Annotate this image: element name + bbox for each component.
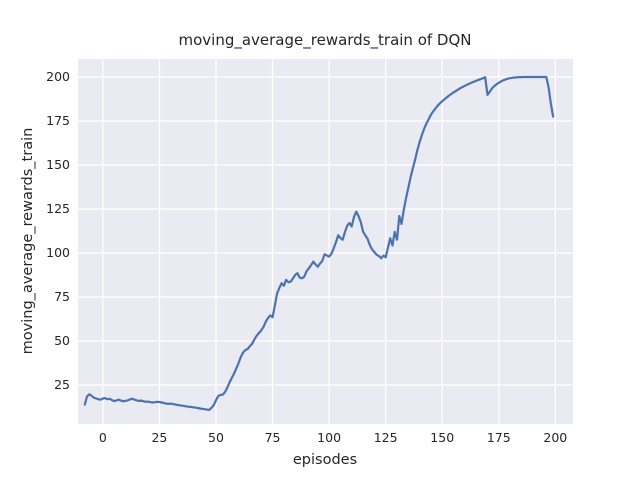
x-tick-label: 200 — [543, 430, 568, 445]
axes-background — [78, 59, 573, 424]
x-tick-label: 175 — [486, 430, 511, 445]
x-tick-label: 50 — [208, 430, 224, 445]
x-tick-label: 75 — [264, 430, 281, 445]
x-tick-label: 125 — [373, 430, 398, 445]
line-series — [83, 75, 555, 411]
y-tick-label: 100 — [46, 244, 70, 260]
y-tick-label: 150 — [46, 156, 70, 172]
x-tick-label: 25 — [151, 430, 168, 445]
chart-title: moving_average_rewards_train of DQN — [178, 31, 472, 49]
y-tick-label: 50 — [54, 332, 70, 348]
x-tick-label: 0 — [98, 430, 107, 445]
y-axis-label: moving_average_rewards_train — [20, 127, 36, 355]
y-tick-label: 75 — [54, 288, 70, 304]
y-tick-label: 25 — [54, 376, 70, 392]
y-tick-label: 200 — [46, 68, 70, 84]
y-tick-label: 175 — [46, 112, 70, 128]
x-tick-label: 100 — [317, 430, 342, 445]
x-axis-label: episodes — [292, 452, 358, 468]
y-tick-label: 125 — [46, 200, 70, 216]
x-tick-label: 150 — [430, 430, 455, 445]
